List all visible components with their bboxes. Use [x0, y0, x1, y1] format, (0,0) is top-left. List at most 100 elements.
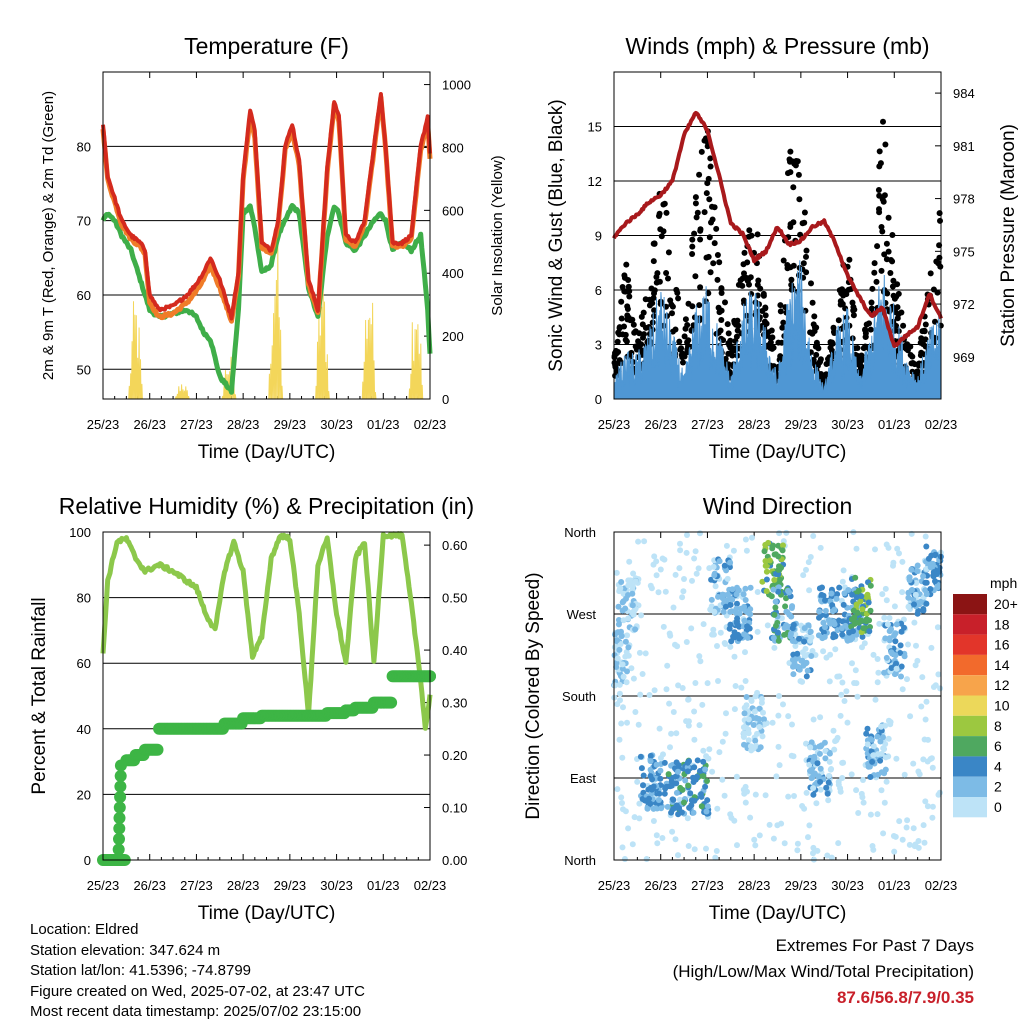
direction-point [775, 712, 782, 719]
direction-point [730, 547, 737, 554]
direction-point [765, 539, 772, 546]
gust-point [625, 277, 632, 283]
direction-point [768, 593, 775, 600]
direction-point [771, 644, 778, 651]
direction-point [719, 776, 726, 783]
direction-point [629, 602, 636, 609]
gust-point [663, 209, 670, 216]
direction-point [615, 629, 621, 636]
direction-point [679, 594, 686, 601]
direction-point [623, 679, 630, 686]
direction-point [898, 663, 905, 670]
direction-point [896, 550, 902, 557]
direction-point [932, 578, 938, 585]
direction-point [833, 595, 840, 602]
direction-point [811, 770, 818, 777]
direction-point [632, 578, 639, 585]
direction-point [822, 755, 829, 762]
direction-point [815, 774, 822, 781]
direction-point [733, 773, 740, 780]
gust-point [725, 340, 732, 347]
temperature-panel: Temperature (F) Time (Day/UTC) 25/23 26/23 2… [40, 33, 506, 463]
direction-point [685, 782, 692, 789]
direction-point [822, 597, 828, 604]
direction-point [878, 787, 885, 794]
direction-point [924, 803, 931, 810]
direction-point [622, 605, 629, 612]
direction-point [882, 585, 889, 592]
direction-point [678, 809, 685, 816]
gust-point [626, 293, 633, 300]
direction-point [882, 754, 889, 761]
direction-point [903, 824, 910, 831]
gust-point [692, 273, 699, 280]
direction-point [881, 799, 888, 806]
gust-point [788, 281, 795, 288]
direction-point [766, 557, 773, 564]
direction-point [710, 563, 717, 570]
gust-point [882, 141, 889, 148]
x-tick-label: 01/23 [367, 417, 400, 432]
direction-point [775, 588, 782, 595]
gust-point [862, 326, 869, 333]
direction-point [859, 633, 866, 640]
direction-point [670, 709, 677, 715]
direction-point [792, 656, 799, 663]
direction-point [922, 798, 929, 805]
gust-point [674, 289, 681, 296]
x-tick-label: 26/23 [644, 417, 677, 432]
direction-point [619, 800, 625, 806]
y-axis-label: Direction (Colored By Speed) [523, 572, 544, 819]
direction-point [836, 584, 843, 591]
gust-point [679, 350, 686, 357]
direction-point [838, 691, 845, 698]
direction-point [619, 844, 626, 851]
gust-point [877, 160, 884, 167]
direction-point [838, 625, 845, 632]
gust-point [871, 260, 878, 267]
gust-point [689, 251, 696, 257]
gust-point [658, 233, 665, 240]
precip-point [114, 780, 127, 793]
direction-point [893, 660, 900, 667]
direction-point [888, 665, 895, 671]
gust-point [623, 261, 630, 268]
y2-tick-label: 200 [442, 329, 464, 344]
gust-point [936, 210, 943, 217]
direction-point [618, 720, 625, 727]
direction-point [653, 761, 660, 768]
direction-point [722, 603, 729, 610]
direction-point [650, 783, 657, 790]
direction-point [920, 756, 927, 763]
direction-point [616, 690, 623, 697]
direction-point [743, 694, 750, 700]
direction-point [839, 618, 846, 625]
legend-label: 4 [994, 758, 1002, 774]
gust-point [718, 290, 725, 296]
legend-label: 2 [994, 779, 1002, 795]
direction-point [890, 559, 897, 566]
gust-point [669, 310, 675, 317]
direction-point [899, 686, 906, 693]
gust-point [685, 300, 692, 307]
direction-point [685, 722, 692, 729]
direction-point [763, 588, 770, 595]
direction-point [825, 797, 832, 804]
direction-point [915, 838, 922, 844]
y-tick-label: 9 [595, 229, 602, 244]
gust-point [707, 269, 714, 276]
direction-point [683, 549, 690, 556]
direction-point [734, 615, 741, 622]
direction-point [614, 637, 620, 644]
direction-point [785, 587, 791, 594]
direction-point [807, 637, 814, 644]
direction-point [745, 716, 752, 723]
direction-point [742, 536, 749, 543]
direction-point [893, 665, 900, 672]
legend-label: 10 [994, 698, 1010, 714]
direction-point [715, 593, 721, 600]
direction-point [826, 758, 833, 765]
gust-point [871, 269, 878, 276]
gust-point [754, 281, 761, 288]
humidity-precip-panel: Relative Humidity (%) & Precipitation (i… [29, 493, 474, 924]
